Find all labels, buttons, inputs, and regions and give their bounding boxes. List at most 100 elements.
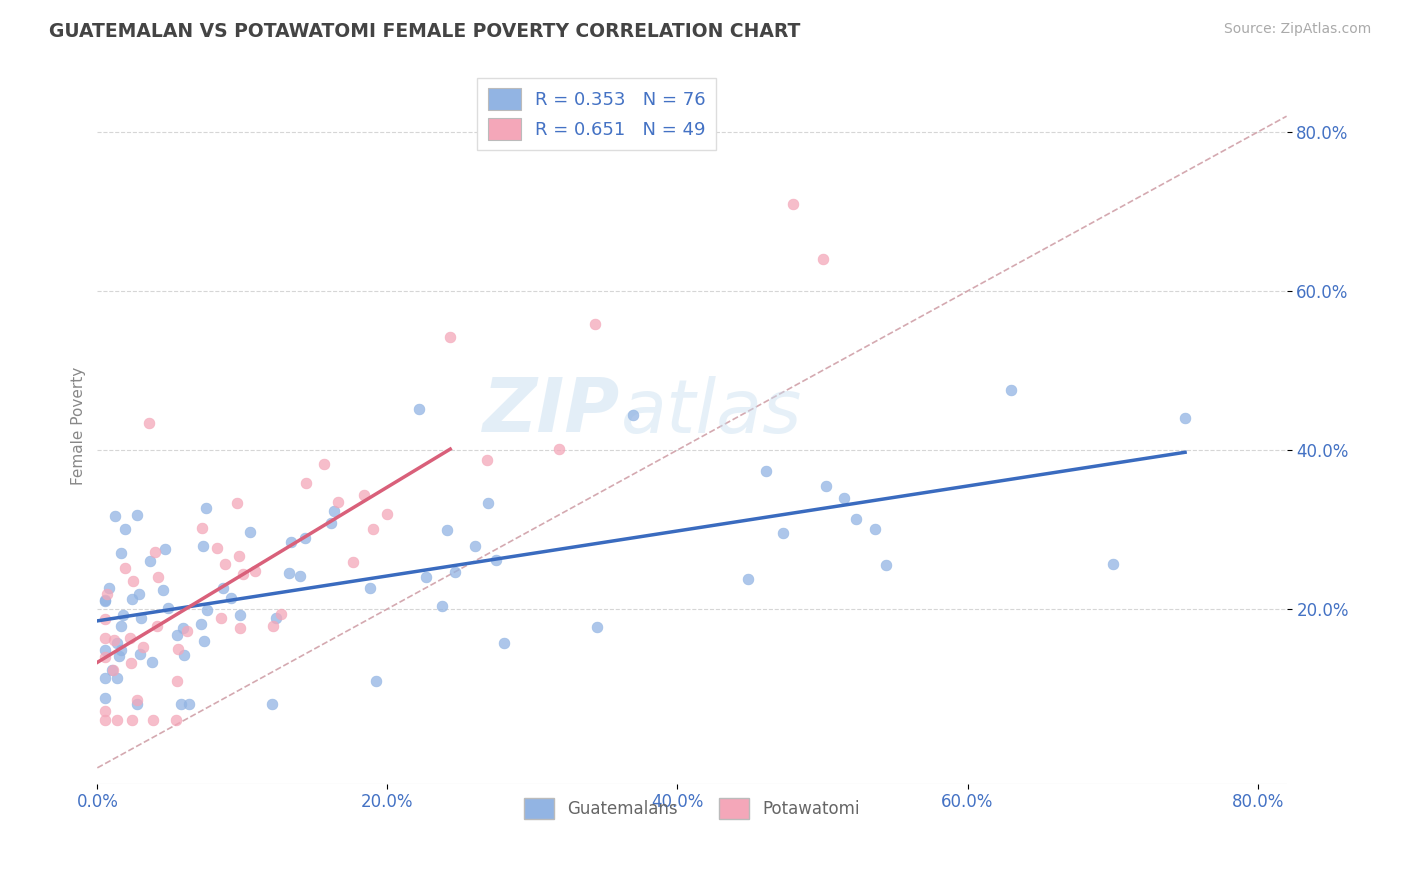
- Point: [101, 663, 124, 677]
- Point: [93, 592, 115, 607]
- Point: [436, 523, 458, 537]
- Point: [1101, 557, 1123, 571]
- Point: [127, 508, 149, 522]
- Point: [93, 713, 115, 727]
- Point: [326, 495, 349, 509]
- Point: [239, 524, 262, 539]
- Point: [176, 624, 198, 639]
- Point: [228, 549, 250, 563]
- Point: [585, 620, 607, 634]
- Point: [121, 592, 143, 607]
- Point: [194, 501, 217, 516]
- Point: [118, 631, 141, 645]
- Point: [112, 607, 135, 622]
- Point: [195, 603, 218, 617]
- Point: [443, 565, 465, 579]
- Point: [225, 496, 247, 510]
- Point: [875, 558, 897, 573]
- Point: [439, 330, 461, 344]
- Point: [583, 317, 606, 331]
- Point: [93, 594, 115, 608]
- Point: [323, 504, 346, 518]
- Point: [485, 552, 508, 566]
- Point: [110, 619, 132, 633]
- Point: [319, 516, 342, 530]
- Point: [193, 633, 215, 648]
- Point: [166, 642, 188, 657]
- Point: [170, 698, 193, 712]
- Point: [172, 621, 194, 635]
- Point: [138, 416, 160, 430]
- Point: [464, 540, 486, 554]
- Point: [108, 649, 131, 664]
- Point: [96, 586, 118, 600]
- Point: [243, 564, 266, 578]
- Point: [148, 570, 170, 584]
- Point: [98, 582, 121, 596]
- Point: [93, 691, 115, 706]
- Point: [408, 402, 430, 417]
- Point: [193, 539, 215, 553]
- Point: [122, 574, 145, 589]
- Point: [128, 647, 150, 661]
- Point: [129, 611, 152, 625]
- Point: [93, 643, 115, 657]
- Point: [105, 672, 128, 686]
- Point: [415, 570, 437, 584]
- Point: [377, 507, 399, 521]
- Point: [166, 673, 188, 688]
- Point: [353, 488, 375, 502]
- Point: [219, 591, 242, 605]
- Point: [548, 442, 571, 456]
- Point: [811, 252, 834, 267]
- Point: [156, 601, 179, 615]
- Point: [205, 541, 228, 555]
- Point: [142, 713, 165, 727]
- Point: [832, 491, 855, 506]
- Point: [139, 554, 162, 568]
- Point: [278, 566, 301, 581]
- Point: [110, 546, 132, 560]
- Point: [93, 632, 115, 646]
- Y-axis label: Female Poverty: Female Poverty: [72, 367, 86, 485]
- Point: [477, 496, 499, 510]
- Point: [294, 531, 316, 545]
- Point: [280, 534, 302, 549]
- Point: [121, 713, 143, 727]
- Point: [815, 478, 838, 492]
- Point: [105, 635, 128, 649]
- Point: [132, 640, 155, 654]
- Point: [212, 581, 235, 595]
- Point: [105, 713, 128, 727]
- Point: [312, 457, 335, 471]
- Point: [190, 616, 212, 631]
- Point: [94, 671, 117, 685]
- Point: [755, 465, 778, 479]
- Point: [232, 566, 254, 581]
- Point: [492, 636, 515, 650]
- Point: [93, 704, 115, 718]
- Point: [128, 587, 150, 601]
- Point: [166, 628, 188, 642]
- Point: [114, 561, 136, 575]
- Point: [120, 656, 142, 670]
- Point: [844, 512, 866, 526]
- Point: [127, 698, 149, 712]
- Point: [288, 569, 311, 583]
- Point: [361, 523, 384, 537]
- Point: [190, 521, 212, 535]
- Point: [127, 693, 149, 707]
- Text: Source: ZipAtlas.com: Source: ZipAtlas.com: [1223, 22, 1371, 37]
- Point: [264, 610, 287, 624]
- Point: [1000, 383, 1022, 397]
- Point: [737, 572, 759, 586]
- Text: atlas: atlas: [620, 376, 801, 448]
- Point: [93, 611, 115, 625]
- Point: [214, 558, 236, 572]
- Point: [141, 655, 163, 669]
- Point: [229, 608, 252, 623]
- Point: [173, 648, 195, 662]
- Point: [782, 196, 804, 211]
- Point: [863, 522, 886, 536]
- Point: [110, 642, 132, 657]
